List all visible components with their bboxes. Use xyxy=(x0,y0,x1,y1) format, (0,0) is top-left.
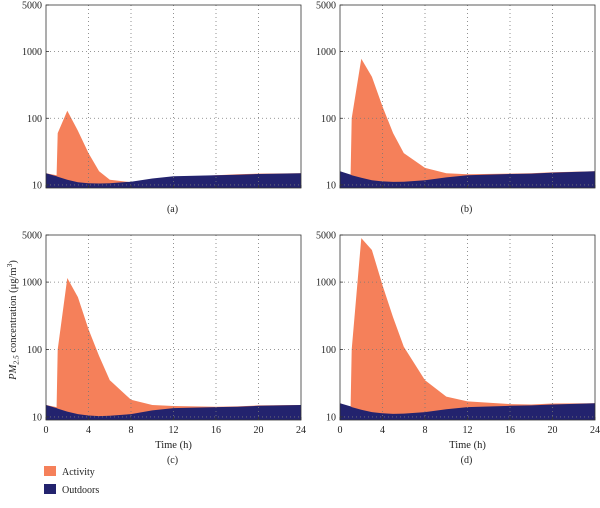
x-tick-label: 12 xyxy=(463,425,473,436)
x-tick-label: 24 xyxy=(590,425,600,436)
legend: Activity Outdoors xyxy=(44,466,99,496)
legend-label-outdoors: Outdoors xyxy=(62,485,99,496)
x-tick-label: 8 xyxy=(423,425,428,436)
y-tick-label: 1000 xyxy=(316,47,336,58)
y-tick-label: 100 xyxy=(321,114,336,125)
x-axis-title: Time (h) xyxy=(449,440,486,451)
panel-label: (b) xyxy=(461,204,473,215)
x-tick-label: 4 xyxy=(380,425,385,436)
x-tick-label: 4 xyxy=(86,425,91,436)
x-tick-label: 20 xyxy=(254,425,264,436)
y-tick-label: 1000 xyxy=(22,47,42,58)
legend-swatch-activity xyxy=(44,466,56,476)
y-tick-label: 100 xyxy=(27,345,42,356)
series-area-outdoors xyxy=(46,405,301,420)
x-tick-label: 0 xyxy=(44,425,49,436)
panel-label: (d) xyxy=(461,455,473,466)
chart-panel-a: 10 100 1000 5000 (a) xyxy=(22,1,302,215)
x-tick-label: 16 xyxy=(505,425,515,436)
chart-panel-c: 10 100 1000 5000 0 4 8 12 16 20 24 Time (h) (c) xyxy=(22,231,306,467)
x-tick-label: 16 xyxy=(211,425,221,436)
legend-label-activity: Activity xyxy=(62,467,95,478)
x-tick-label: 8 xyxy=(129,425,134,436)
y-tick-label: 5000 xyxy=(22,231,42,242)
x-tick-label: 20 xyxy=(548,425,558,436)
y-tick-label: 10 xyxy=(32,180,42,191)
chart-panel-d: 10 100 1000 5000 0 4 8 12 16 20 24 Time (h) (d) xyxy=(316,231,600,467)
y-tick-label: 1000 xyxy=(316,278,336,289)
y-tick-label: 5000 xyxy=(22,1,42,12)
panel-label: (a) xyxy=(167,204,178,215)
series-area-outdoors xyxy=(340,171,595,188)
panel-label: (c) xyxy=(167,455,178,466)
series-area-activity xyxy=(340,58,595,188)
series-area-activity xyxy=(340,238,595,420)
y-tick-label: 10 xyxy=(326,412,336,423)
y-tick-label: 100 xyxy=(27,114,42,125)
y-tick-label: 5000 xyxy=(316,231,336,242)
y-tick-label: 10 xyxy=(32,412,42,423)
x-tick-label: 0 xyxy=(338,425,343,436)
y-tick-label: 1000 xyxy=(22,278,42,289)
chart-panels: 1010010005000(a)1010010005000(b)10100100… xyxy=(22,1,600,467)
y-tick-label: 5000 xyxy=(316,1,336,12)
x-tick-label: 12 xyxy=(169,425,179,436)
y-tick-label: 10 xyxy=(326,180,336,191)
y-axis-title: PM2.5 concentration (μg/m3) xyxy=(5,260,21,381)
legend-swatch-outdoors xyxy=(44,484,56,494)
chart-panel-b: 10 100 1000 5000 (b) xyxy=(316,1,596,215)
series-area-activity xyxy=(46,278,301,420)
x-axis-title: Time (h) xyxy=(155,440,192,451)
x-tick-label: 24 xyxy=(296,425,306,436)
series-area-outdoors xyxy=(46,173,301,188)
y-tick-label: 100 xyxy=(321,345,336,356)
